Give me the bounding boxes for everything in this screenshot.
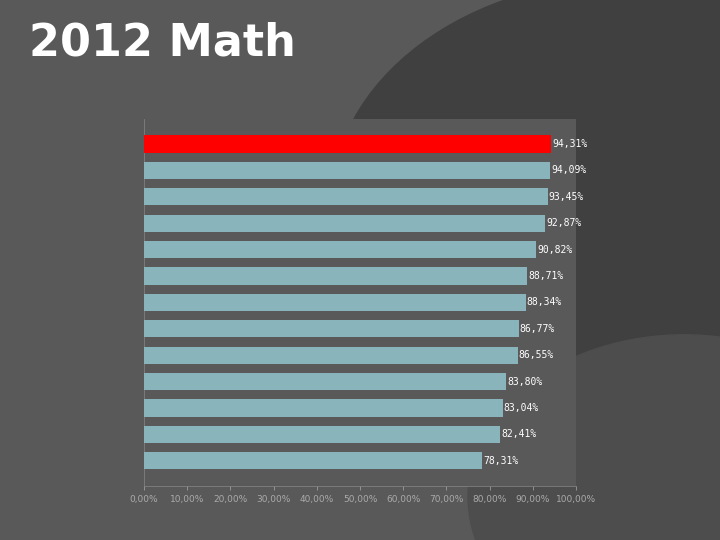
- Bar: [144, 426, 500, 443]
- Text: 86,55%: 86,55%: [518, 350, 554, 360]
- Bar: [144, 241, 536, 258]
- Text: 88,71%: 88,71%: [528, 271, 563, 281]
- Bar: [144, 347, 518, 364]
- Text: 93,45%: 93,45%: [549, 192, 584, 202]
- Bar: [144, 294, 526, 311]
- Text: 83,80%: 83,80%: [507, 376, 542, 387]
- Text: 86,77%: 86,77%: [520, 324, 555, 334]
- Bar: [144, 162, 551, 179]
- Text: 90,82%: 90,82%: [537, 245, 572, 255]
- Text: 94,31%: 94,31%: [552, 139, 588, 149]
- Bar: [144, 267, 527, 285]
- Bar: [144, 136, 552, 153]
- Bar: [144, 215, 545, 232]
- Bar: [144, 452, 482, 469]
- Bar: [144, 373, 506, 390]
- Text: 88,34%: 88,34%: [526, 298, 562, 307]
- Text: 83,04%: 83,04%: [503, 403, 539, 413]
- Bar: [144, 188, 548, 205]
- Text: 82,41%: 82,41%: [501, 429, 536, 440]
- Text: 78,31%: 78,31%: [483, 456, 518, 465]
- Bar: [144, 320, 519, 338]
- Bar: [144, 400, 503, 416]
- Text: 94,09%: 94,09%: [552, 165, 587, 176]
- Text: 92,87%: 92,87%: [546, 218, 581, 228]
- Text: 2012 Math: 2012 Math: [29, 22, 296, 65]
